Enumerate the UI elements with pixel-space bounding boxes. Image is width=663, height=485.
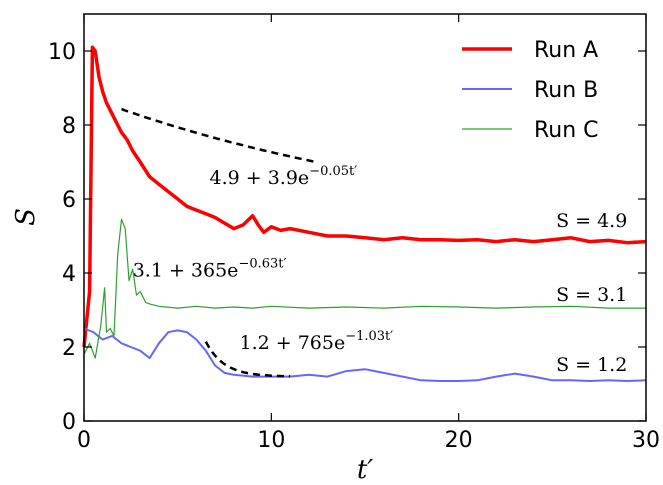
plot-area (82, 45, 647, 382)
y-tick-label: 8 (62, 114, 76, 139)
legend: Run A Run B Run C (462, 38, 599, 143)
annotation-3: 1.2 + 765e−1.03t′ (239, 329, 393, 354)
y-tick-label: 0 (62, 410, 76, 435)
plot-frame (83, 13, 647, 422)
annotation-6: S = 1.2 (556, 354, 627, 376)
legend-label-run-b: Run B (534, 78, 598, 103)
legend-label-run-c: Run C (534, 118, 599, 143)
axis-ticks: 0 10 20 30 0 2 4 6 8 10 (48, 14, 660, 453)
annotation-2: 3.1 + 365e−0.63t′ (133, 257, 287, 282)
annotation-5: S = 3.1 (556, 284, 627, 306)
series-line-run-b (83, 327, 647, 382)
y-tick-label: 2 (62, 336, 76, 361)
fit-curve-3 (204, 341, 291, 378)
x-tick-label: 20 (445, 428, 473, 453)
fit-curve-1 (121, 107, 319, 164)
y-axis-label: S (11, 208, 41, 226)
annotation-1: 4.9 + 3.9e−0.05t′ (210, 164, 358, 189)
x-tick-label: 10 (257, 428, 285, 453)
y-tick-label: 6 (62, 188, 76, 213)
x-tick-label: 0 (77, 428, 91, 453)
x-axis-label: t′ (357, 455, 373, 485)
x-tick-label: 30 (632, 428, 660, 453)
annotations: 4.9 + 3.9e−0.05t′ 3.1 + 365e−0.63t′ 1.2 + … (133, 164, 628, 376)
series-line-run-a (82, 45, 647, 348)
annotation-4: S = 4.9 (556, 210, 627, 232)
y-tick-label: 4 (62, 262, 76, 287)
y-tick-label: 10 (48, 40, 76, 65)
legend-label-run-a: Run A (534, 38, 598, 63)
series-line-run-c (83, 218, 646, 359)
